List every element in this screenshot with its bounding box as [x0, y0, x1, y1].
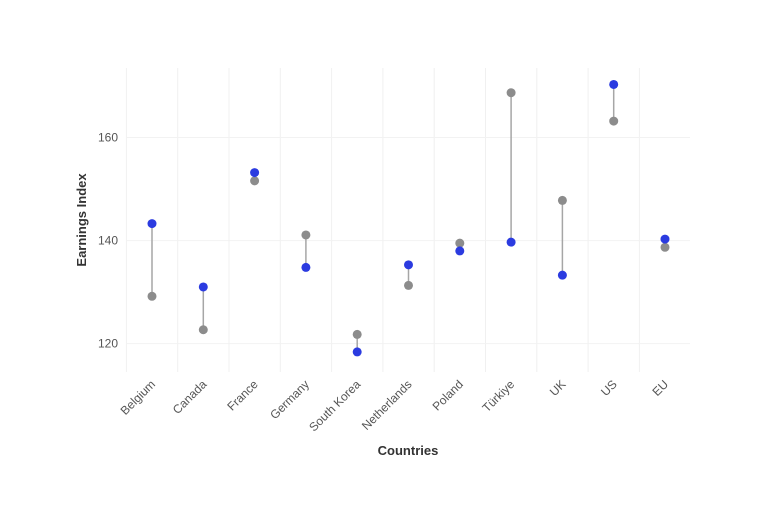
point-series2-us — [609, 79, 619, 89]
x-tick-label-germany: Germany — [267, 377, 312, 422]
point-series1-eu — [660, 242, 670, 252]
x-tick-label-netherlands: Netherlands — [359, 377, 415, 433]
point-series2-netherlands — [404, 260, 413, 270]
point-series2-belgium — [147, 219, 157, 229]
point-series2-canada — [198, 282, 208, 292]
x-tick-label-eu: EU — [649, 377, 671, 399]
point-series1-turkiye — [506, 88, 516, 98]
point-series1-netherlands — [404, 280, 413, 290]
x-axis-title: Countries — [378, 443, 439, 458]
y-axis-ticks: 120 140 160 — [98, 131, 118, 351]
y-tick-label: 120 — [98, 337, 118, 351]
point-series1-poland — [455, 238, 465, 248]
point-series2-uk — [557, 270, 567, 280]
y-axis-title: Earnings Index — [74, 173, 89, 267]
point-series1-germany — [301, 230, 311, 240]
point-series2-eu — [660, 234, 670, 244]
data-points — [147, 79, 670, 357]
point-series2-germany — [301, 262, 311, 272]
point-series2-poland — [455, 246, 465, 256]
x-tick-label-us: US — [598, 377, 620, 399]
point-series1-canada — [198, 325, 208, 335]
point-series1-belgium — [147, 291, 157, 301]
point-series1-us — [609, 116, 619, 126]
x-tick-label-turkiye: Türkiye — [480, 377, 518, 415]
point-series1-france — [250, 176, 260, 186]
gridlines — [125, 68, 690, 372]
point-series2-south-korea — [352, 347, 362, 357]
x-tick-label-south-korea: South Korea — [306, 377, 363, 434]
point-series1-uk — [557, 195, 567, 205]
x-tick-label-belgium: Belgium — [118, 377, 159, 418]
x-tick-label-canada: Canada — [170, 377, 210, 417]
x-tick-label-france: France — [224, 377, 261, 414]
x-tick-label-poland: Poland — [430, 377, 466, 413]
point-series2-turkiye — [506, 237, 516, 247]
x-tick-label-uk: UK — [547, 377, 569, 399]
point-series1-south-korea — [352, 329, 362, 339]
point-series2-france — [250, 168, 260, 178]
y-tick-label: 160 — [98, 131, 118, 145]
y-tick-label: 140 — [98, 234, 118, 248]
